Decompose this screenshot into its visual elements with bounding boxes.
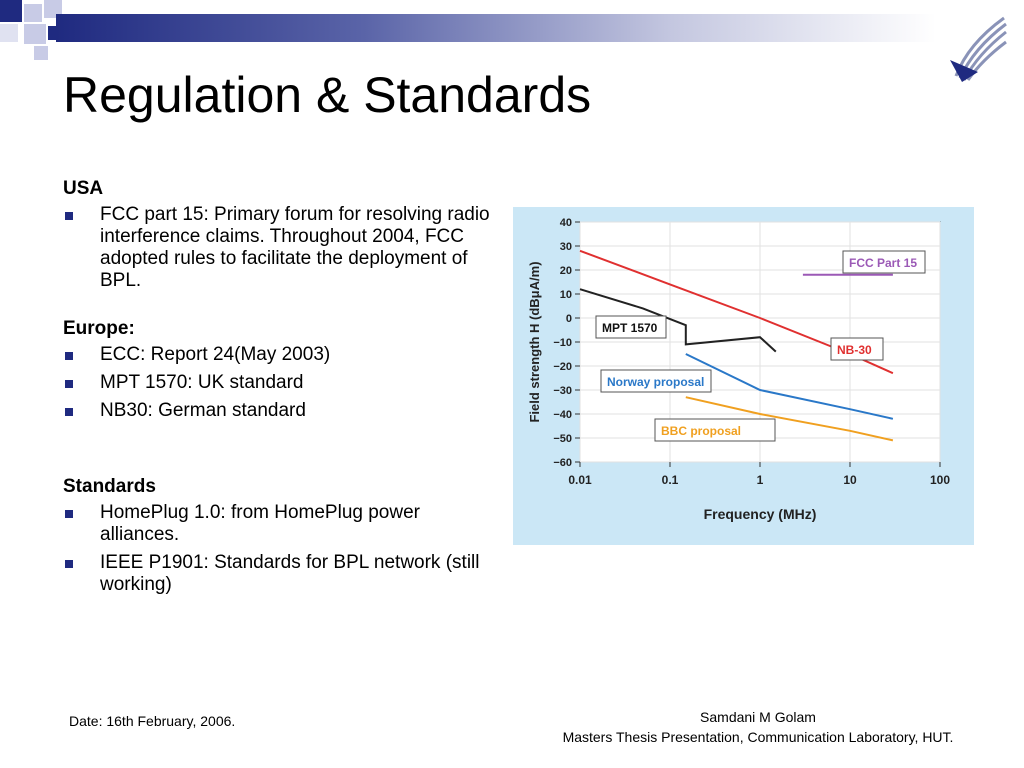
usa-list: FCC part 15: Primary forum for resolving… <box>63 204 493 292</box>
y-tick-label: 40 <box>560 217 572 229</box>
y-tick-label: 30 <box>560 241 572 253</box>
series-line-bbc-proposal <box>685 396 894 442</box>
y-tick-label: −40 <box>553 409 572 421</box>
y-axis-label: Field strength H (dBμA/m) <box>527 261 542 422</box>
footer-author: Samdani M Golam <box>700 709 816 725</box>
series-label-norway-proposal: Norway proposal <box>600 369 712 393</box>
series-line-mpt-1570 <box>579 288 777 353</box>
y-tick-label: −60 <box>553 457 572 469</box>
series-label-text: Norway proposal <box>607 375 704 389</box>
series-label-nb-30: NB-30 <box>830 337 884 361</box>
x-tick-label: 0.1 <box>662 473 679 487</box>
header-squares-decoration <box>0 0 80 62</box>
section-heading-usa: USA <box>63 178 104 199</box>
series-label-fcc-part-15: FCC Part 15 <box>842 250 926 274</box>
europe-list: ECC: Report 24(May 2003) MPT 1570: UK st… <box>63 344 493 422</box>
standards-list: HomePlug 1.0: from HomePlug power allian… <box>63 502 493 596</box>
series-label-text: NB-30 <box>837 343 872 357</box>
footer-credits: Samdani M Golam Masters Thesis Presentat… <box>500 707 1016 747</box>
list-item: HomePlug 1.0: from HomePlug power allian… <box>63 502 493 546</box>
hut-logo-icon <box>950 16 1007 82</box>
y-tick-label: −10 <box>553 337 572 349</box>
x-axis-label: Frequency (MHz) <box>704 506 817 522</box>
x-tick-label: 10 <box>843 473 857 487</box>
list-item: ECC: Report 24(May 2003) <box>63 344 493 366</box>
content-area: USA FCC part 15: Primary forum for resol… <box>63 178 493 602</box>
header-gradient-bar <box>56 14 936 42</box>
section-heading-standards: Standards <box>63 476 156 497</box>
list-item: NB30: German standard <box>63 400 493 422</box>
series-label-text: FCC Part 15 <box>849 256 917 270</box>
y-tick-label: −20 <box>553 361 572 373</box>
list-item: MPT 1570: UK standard <box>63 372 493 394</box>
x-tick-label: 0.01 <box>568 473 592 487</box>
y-tick-label: 10 <box>560 289 572 301</box>
footer-affiliation: Masters Thesis Presentation, Communicati… <box>562 729 954 745</box>
list-item: FCC part 15: Primary forum for resolving… <box>63 204 493 292</box>
y-tick-label: −30 <box>553 385 572 397</box>
x-tick-label: 100 <box>930 473 950 487</box>
series-line-norway-proposal <box>685 353 894 420</box>
chart-container: 40 30 20 10 0 −10 −20 −30 −40 −50 −60 0.01 0.1 1 10 10… <box>513 207 974 545</box>
series-label-bbc-proposal: BBC proposal <box>654 418 776 442</box>
series-label-text: MPT 1570 <box>602 321 658 335</box>
footer-date: Date: 16th February, 2006. <box>69 713 236 729</box>
y-tick-label: 0 <box>566 313 572 325</box>
series-label-mpt-1570: MPT 1570 <box>595 315 667 339</box>
series-label-text: BBC proposal <box>661 424 741 438</box>
x-tick-label: 1 <box>757 473 764 487</box>
y-tick-label: 20 <box>560 265 572 277</box>
list-item: IEEE P1901: Standards for BPL network (s… <box>63 552 493 596</box>
section-heading-europe: Europe: <box>63 318 135 339</box>
slide-title: Regulation & Standards <box>63 67 592 123</box>
y-tick-label: −50 <box>553 433 572 445</box>
